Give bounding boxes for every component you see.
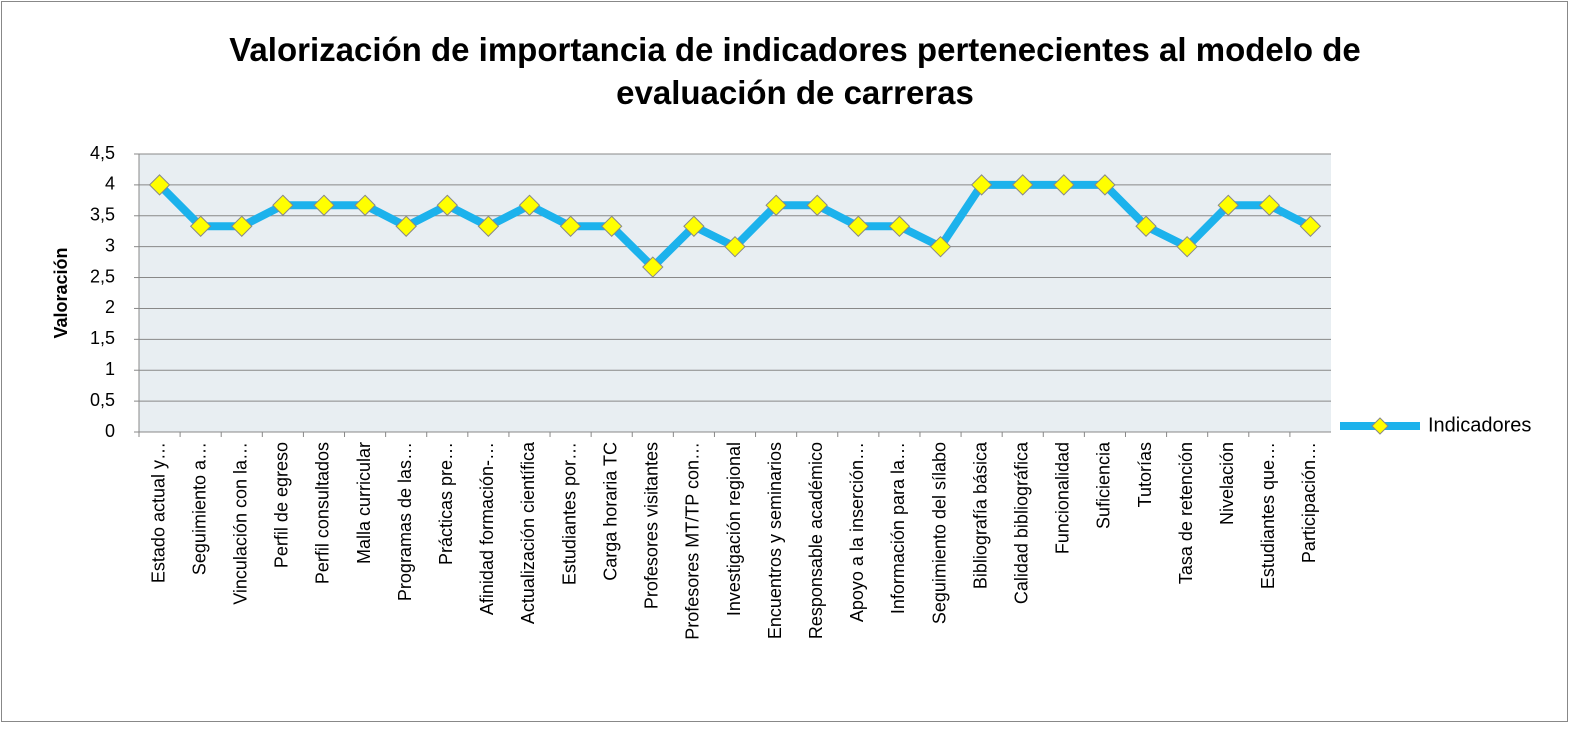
marker xyxy=(1217,194,1239,216)
x-tick-label: Afinidad formación-… xyxy=(477,442,497,615)
y-axis-label: Valoración xyxy=(51,247,71,338)
marker xyxy=(354,194,376,216)
x-tick-label: Estudiantes por… xyxy=(559,442,579,585)
marker xyxy=(272,194,294,216)
x-tick-label: Responsable académico xyxy=(806,442,826,639)
x-tick-label: Participación… xyxy=(1299,442,1319,563)
x-tick-label: Seguimiento del sílabo xyxy=(929,442,949,624)
marker xyxy=(847,215,870,237)
x-tick-label: Profesores visitantes xyxy=(642,442,662,609)
marker xyxy=(477,215,500,237)
marker xyxy=(765,194,787,216)
y-tick-label: 4 xyxy=(105,174,115,194)
x-tick-label: Vinculación con la… xyxy=(231,442,251,605)
marker xyxy=(231,215,253,237)
x-tick-label: Perfil de egreso xyxy=(272,442,292,568)
x-tick-label: Tasa de retención xyxy=(1176,442,1196,584)
x-tick-label: Prácticas pre… xyxy=(436,442,456,565)
x-tick-label: Funcionalidad xyxy=(1053,442,1073,554)
marker xyxy=(1094,174,1116,196)
x-tick-label: Estado actual y… xyxy=(148,442,168,583)
y-tick-label: 0 xyxy=(105,421,115,441)
marker xyxy=(518,194,541,216)
x-tick-label: Actualización científica xyxy=(518,441,538,624)
chart-title: Valorización de importancia de indicador… xyxy=(229,31,1361,111)
plot-area xyxy=(139,154,1331,432)
marker xyxy=(148,174,171,196)
x-tick-label: Tutorías xyxy=(1135,442,1155,507)
x-tick-label: Bibliografía básica xyxy=(970,441,990,589)
x-tick-label: Programas de las… xyxy=(395,442,415,601)
y-tick-label: 2 xyxy=(105,297,115,317)
marker xyxy=(1258,194,1281,216)
x-tick-label: Encuentros y seminarios xyxy=(765,442,785,639)
x-tick-label: Calidad bibliográfica xyxy=(1011,441,1031,604)
marker xyxy=(1299,215,1322,237)
x-tick-label: Estudiantes que… xyxy=(1258,442,1278,589)
legend-label: Indicadores xyxy=(1428,414,1531,436)
marker xyxy=(642,256,664,278)
x-tick-label: Nivelación xyxy=(1217,442,1237,525)
marker xyxy=(1135,215,1157,237)
x-tick-label: Profesores MT/TP con… xyxy=(683,442,703,640)
x-tick-label: Malla curricular xyxy=(354,442,374,564)
y-tick-label: 2,5 xyxy=(90,266,115,286)
y-tick-label: 1,5 xyxy=(90,328,115,348)
x-tick-label: Información para la… xyxy=(888,442,908,614)
x-tick-label: Apoyo a la inserción… xyxy=(847,442,867,622)
marker xyxy=(929,235,952,258)
x-tick-label: Investigación regional xyxy=(724,442,744,616)
y-tick-label: 3 xyxy=(105,235,115,255)
marker xyxy=(436,194,458,216)
x-tick-label: Perfil consultados xyxy=(313,442,333,584)
marker xyxy=(1012,174,1034,196)
legend-marker xyxy=(1371,417,1389,435)
marker xyxy=(970,174,993,196)
x-tick-label: Suficiencia xyxy=(1094,441,1114,529)
marker xyxy=(559,215,582,237)
marker xyxy=(1176,235,1198,258)
marker xyxy=(683,215,705,237)
y-tick-label: 3,5 xyxy=(90,205,115,225)
marker xyxy=(1053,174,1075,196)
marker xyxy=(806,194,828,216)
y-tick-label: 4,5 xyxy=(90,143,115,163)
x-tick-label: Carga horaria TC xyxy=(600,442,620,581)
y-tick-label: 1 xyxy=(105,359,115,379)
y-tick-label: 0,5 xyxy=(90,390,115,410)
marker xyxy=(888,215,911,237)
marker xyxy=(724,235,746,258)
x-tick-label: Seguimiento a… xyxy=(189,442,209,575)
marker xyxy=(395,215,417,237)
marker xyxy=(313,194,335,216)
marker xyxy=(189,215,212,237)
marker xyxy=(600,215,623,237)
